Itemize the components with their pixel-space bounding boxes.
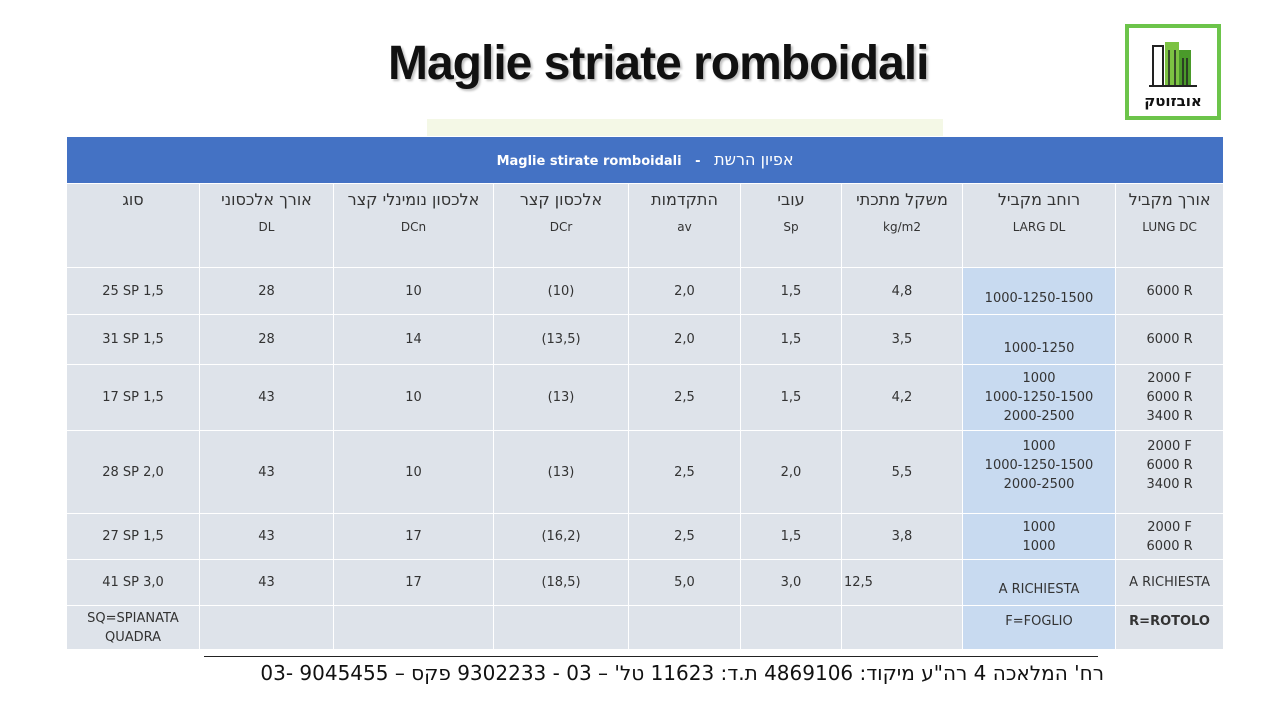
cell-dcn: 10 [333, 267, 494, 315]
cell-dcr: (13,5) [493, 314, 629, 365]
cell-sp: 1,5 [740, 267, 842, 315]
footer-divider [204, 656, 1098, 657]
page-title: Maglie striate romboidali [388, 37, 929, 90]
cell-type: 41 SP 3,0 [66, 559, 200, 606]
legend-lung: R=ROTOLO [1114, 605, 1225, 650]
cell-dcr: (10) [493, 267, 629, 315]
legend-row: SQ=SPIANATA QUADRA F=FOGLIO R=ROTOLO [66, 605, 1225, 650]
cell-lung: 2000 F 6000 R 3400 R [1114, 430, 1225, 514]
cell-type: 17 SP 1,5 [66, 364, 200, 431]
cell-type: 31 SP 1,5 [66, 314, 200, 365]
col-header-lung: אורך מקביל LUNG DC [1114, 183, 1225, 268]
cell-dl: 43 [199, 364, 334, 431]
cell-sp: 1,5 [740, 513, 842, 560]
specs-table: Maglie stirate romboidali - אפיון הרשת ס… [65, 136, 1225, 650]
cell-av: 2,5 [628, 430, 741, 514]
table-row: 41 SP 3,0 43 17 (18,5) 5,0 3,0 12,5 A RI… [66, 559, 1225, 606]
legend-empty [841, 605, 963, 650]
table-header-row: Maglie stirate romboidali - אפיון הרשת [65, 136, 1225, 184]
cell-kg: 12,5 [841, 559, 963, 606]
cell-lung: 6000 R [1114, 314, 1225, 365]
cell-larg: 1000 1000-1250-1500 2000-2500 [962, 430, 1116, 514]
col-header-dcr: אלכסון קצר DCr [493, 183, 629, 268]
highlight-strip [427, 119, 943, 136]
col-header-sp: עובי Sp [740, 183, 842, 268]
cell-lung: 2000 F 6000 R [1114, 513, 1225, 560]
cell-sp: 2,0 [740, 430, 842, 514]
cell-av: 2,5 [628, 364, 741, 431]
cell-larg: A RICHIESTA [962, 559, 1116, 606]
legend-empty [740, 605, 842, 650]
legend-empty [333, 605, 494, 650]
header-hebrew: אפיון הרשת [714, 149, 794, 169]
col-header-dl: אורך אלכסוני DL [199, 183, 334, 268]
cell-av: 2,0 [628, 314, 741, 365]
cell-lung: A RICHIESTA [1114, 559, 1225, 606]
cell-type: 28 SP 2,0 [66, 430, 200, 514]
cell-dcn: 17 [333, 513, 494, 560]
footer-contact: רח' המלאכה 4 רה"ע מיקוד: 4869106 ת.ד: 11… [260, 661, 1104, 685]
cell-dcn: 10 [333, 430, 494, 514]
cell-kg: 5,5 [841, 430, 963, 514]
column-header-row: סוג אורך אלכסוני DL אלכסון נומינלי קצר DCn… [66, 183, 1225, 268]
cell-kg: 3,5 [841, 314, 963, 365]
header-dash: - [695, 153, 701, 169]
col-header-type: סוג [66, 183, 200, 268]
legend-larg: F=FOGLIO [962, 605, 1116, 650]
cell-type: 27 SP 1,5 [66, 513, 200, 560]
table-row: 31 SP 1,5 28 14 (13,5) 2,0 1,5 3,5 1000-… [66, 314, 1225, 365]
col-header-larg: רוחב מקביל LARG DL [962, 183, 1116, 268]
cell-larg: 1000-1250 [962, 314, 1116, 365]
cell-dcn: 14 [333, 314, 494, 365]
col-header-kg: משקל מתכתי kg/m2 [841, 183, 963, 268]
cell-dcn: 10 [333, 364, 494, 431]
legend-type: SQ=SPIANATA QUADRA [66, 605, 200, 650]
table-header: Maglie stirate romboidali - אפיון הרשת [65, 136, 1225, 184]
logo-text: אובזוטק [1144, 92, 1202, 110]
cell-dl: 28 [199, 314, 334, 365]
cell-dl: 43 [199, 513, 334, 560]
cell-av: 5,0 [628, 559, 741, 606]
cell-kg: 4,8 [841, 267, 963, 315]
cell-type: 25 SP 1,5 [66, 267, 200, 315]
cell-dcr: (16,2) [493, 513, 629, 560]
cell-larg: 1000 1000 [962, 513, 1116, 560]
cell-dcn: 17 [333, 559, 494, 606]
cell-dl: 43 [199, 430, 334, 514]
header-latin: Maglie stirate romboidali [496, 153, 682, 169]
cell-av: 2,0 [628, 267, 741, 315]
cell-av: 2,5 [628, 513, 741, 560]
cell-lung: 6000 R [1114, 267, 1225, 315]
cell-kg: 4,2 [841, 364, 963, 431]
cell-larg: 1000 1000-1250-1500 2000-2500 [962, 364, 1116, 431]
building-icon [1149, 42, 1197, 87]
cell-kg: 3,8 [841, 513, 963, 560]
cell-dcr: (18,5) [493, 559, 629, 606]
col-header-dcn: אלכסון נומינלי קצר DCn [333, 183, 494, 268]
table-row: 27 SP 1,5 43 17 (16,2) 2,5 1,5 3,8 1000 1… [66, 513, 1225, 560]
legend-empty [493, 605, 629, 650]
cell-lung: 2000 F 6000 R 3400 R [1114, 364, 1225, 431]
cell-larg: 1000-1250-1500 [962, 267, 1116, 315]
cell-dl: 43 [199, 559, 334, 606]
legend-empty [199, 605, 334, 650]
table-row: 25 SP 1,5 28 10 (10) 2,0 1,5 4,8 1000-12… [66, 267, 1225, 315]
cell-dcr: (13) [493, 364, 629, 431]
legend-empty [628, 605, 741, 650]
col-header-av: התקדמות av [628, 183, 741, 268]
cell-dl: 28 [199, 267, 334, 315]
cell-sp: 1,5 [740, 364, 842, 431]
cell-dcr: (13) [493, 430, 629, 514]
table-row: 17 SP 1,5 43 10 (13) 2,5 1,5 4,2 1000 100… [66, 364, 1225, 431]
table-row: 28 SP 2,0 43 10 (13) 2,5 2,0 5,5 1000 100… [66, 430, 1225, 514]
company-logo: אובזוטק [1125, 24, 1221, 120]
cell-sp: 3,0 [740, 559, 842, 606]
cell-sp: 1,5 [740, 314, 842, 365]
